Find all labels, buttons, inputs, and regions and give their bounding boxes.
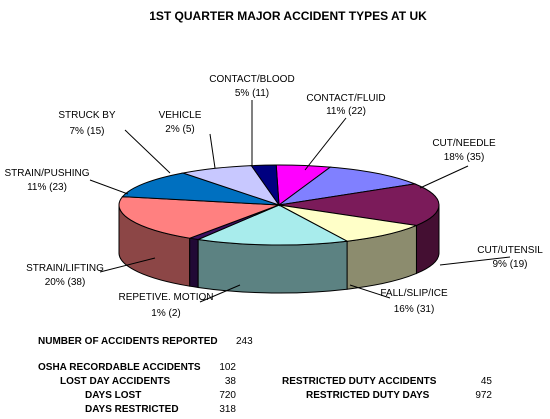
days-restricted-value: 318 xyxy=(200,404,236,415)
label-value-vehicle: 2% (5) xyxy=(165,124,194,135)
label-name-cut-utensil: CUT/UTENSIL xyxy=(477,245,543,256)
label-value-cut-needle: 18% (35) xyxy=(444,152,485,163)
restricted-accidents-value: 45 xyxy=(450,376,492,387)
label-name-fall-slip-ice: FALL/SLIP/ICE xyxy=(380,288,448,299)
restricted-days-label: RESTRICTED DUTY DAYS xyxy=(306,390,429,401)
days-lost-label: DAYS LOST xyxy=(85,390,141,401)
label-name-strain-lifting: STRAIN/LIFTING xyxy=(26,263,104,274)
days-lost-value: 720 xyxy=(200,390,236,401)
pie-side-fall-slip-ice xyxy=(198,240,347,293)
label-value-repetive-motion: 1% (2) xyxy=(151,308,180,319)
label-value-contact-fluid: 11% (22) xyxy=(326,106,366,117)
label-name-contact-fluid: CONTACT/FLUID xyxy=(306,93,385,104)
label-name-cut-needle: CUT/NEEDLE xyxy=(432,138,496,149)
pie-top xyxy=(119,165,439,245)
label-value-cut-utensil: 9% (19) xyxy=(492,259,527,270)
leader-line-contact-fluid xyxy=(305,118,346,170)
chart-title: 1ST QUARTER MAJOR ACCIDENT TYPES AT UK xyxy=(149,9,427,23)
restricted-accidents-label: RESTRICTED DUTY ACCIDENTS xyxy=(282,376,436,387)
label-value-contact-blood: 5% (11) xyxy=(235,88,269,99)
osha-value: 102 xyxy=(200,362,236,373)
label-value-struck-by: 7% (15) xyxy=(69,126,104,137)
label-name-repetive-motion: REPETIVE. MOTION xyxy=(118,292,213,303)
label-value-fall-slip-ice: 16% (31) xyxy=(394,304,435,315)
lost-day-label: LOST DAY ACCIDENTS xyxy=(60,376,170,387)
leader-line-strain-pushing xyxy=(90,180,128,194)
label-value-strain-pushing: 11% (23) xyxy=(27,182,67,193)
label-value-strain-lifting: 20% (38) xyxy=(45,277,86,288)
restricted-days-value: 972 xyxy=(450,390,492,401)
reported-label: NUMBER OF ACCIDENTS REPORTED xyxy=(38,336,218,347)
label-name-contact-blood: CONTACT/BLOOD xyxy=(209,74,294,85)
reported-value: 243 xyxy=(236,336,253,347)
osha-label: OSHA RECORDABLE ACCIDENTS xyxy=(38,362,201,373)
pie-side-repetive-motion xyxy=(190,238,198,287)
label-name-struck-by: STRUCK BY xyxy=(58,110,116,121)
leader-line-cut-needle xyxy=(420,166,468,188)
lost-day-value: 38 xyxy=(200,376,236,387)
leader-line-struck-by xyxy=(125,130,170,173)
label-name-vehicle: VEHICLE xyxy=(159,110,202,121)
leader-line-vehicle xyxy=(210,134,215,168)
days-restricted-label: DAYS RESTRICTED xyxy=(85,404,179,415)
label-name-strain-pushing: STRAIN/PUSHING xyxy=(4,168,89,179)
